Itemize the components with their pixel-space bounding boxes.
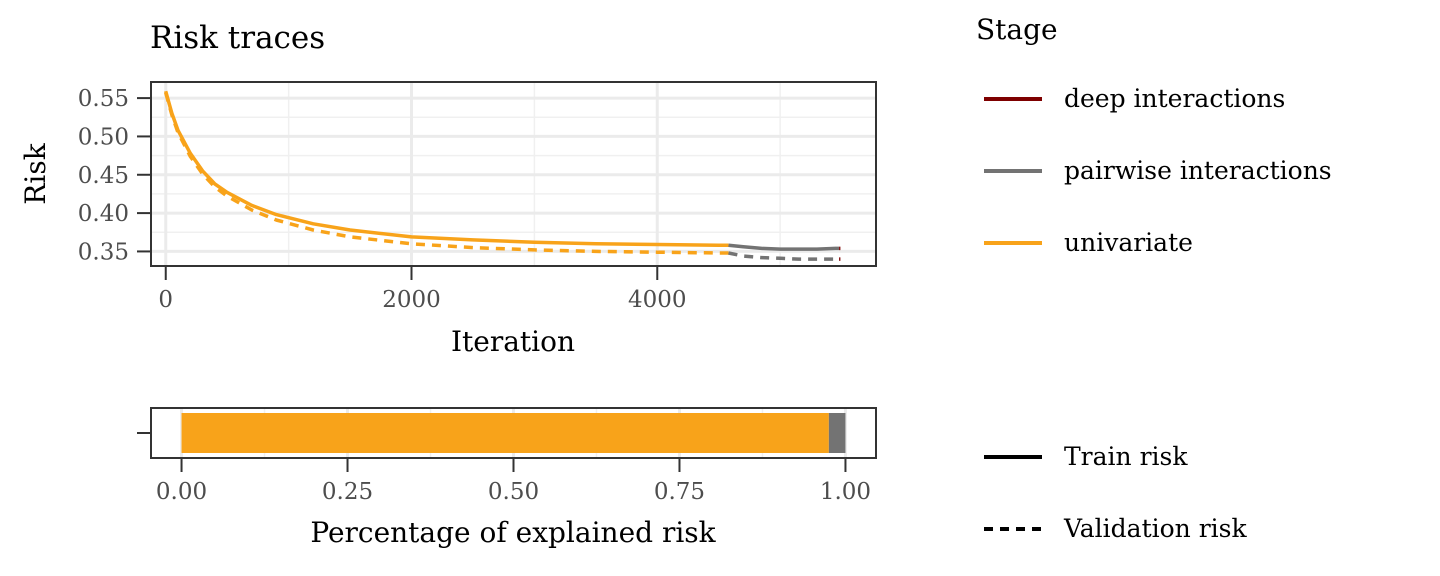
legend-title: Stage — [976, 13, 1058, 46]
legend-label: Train risk — [1064, 442, 1188, 471]
bar-x-tick-label: 0.25 — [322, 479, 373, 505]
x-axis-title: Iteration — [451, 325, 575, 358]
bar-segment-univariate — [181, 413, 829, 453]
chart-title: Risk traces — [150, 20, 325, 56]
bar-x-tick-label: 0.50 — [488, 479, 539, 505]
x-tick-label: 4000 — [628, 287, 687, 313]
line-pairwise-interactions-train-risk — [728, 243, 840, 251]
line-univariate-validation-risk — [164, 92, 729, 255]
bar-x-axis: 0.00 0.25 0.50 0.75 1.00 — [156, 458, 871, 505]
explained-risk-panel: 0.00 0.25 0.50 0.75 1.00 Percentage of expla… — [137, 407, 877, 549]
bar-segment-pairwise-interactions — [828, 413, 846, 453]
series-lines — [164, 90, 841, 261]
legend-stage-items: deep interactions pairwise interactions un… — [984, 84, 1332, 257]
legend-label: Validation risk — [1063, 514, 1247, 543]
y-axis: 0.35 0.40 0.45 0.50 0.55 — [78, 86, 151, 265]
bar-segments — [181, 413, 846, 453]
y-tick-label: 0.35 — [78, 239, 129, 265]
y-tick-label: 0.40 — [78, 201, 129, 227]
bar-x-tick-label: 0.75 — [654, 479, 705, 505]
x-tick-label: 0 — [158, 287, 173, 313]
legend-label: deep interactions — [1064, 84, 1285, 113]
y-axis-title: Risk — [19, 142, 52, 204]
y-tick-label: 0.45 — [78, 163, 129, 189]
bar-x-axis-title: Percentage of explained risk — [310, 516, 716, 549]
line-univariate-train-risk — [164, 90, 729, 248]
x-tick-label: 2000 — [382, 287, 441, 313]
y-tick-label: 0.50 — [78, 124, 129, 150]
bar-x-tick-label: 1.00 — [820, 479, 871, 505]
bar-x-tick-label: 0.00 — [156, 479, 207, 505]
risk-traces-panel: Risk traces 0.35 0.40 0.45 0.50 0.55 0 2000 40… — [19, 20, 877, 358]
legend-label: pairwise interactions — [1064, 156, 1332, 185]
x-axis: 0 2000 4000 — [158, 266, 687, 313]
gridlines — [151, 82, 876, 266]
y-tick-label: 0.55 — [78, 86, 129, 112]
legend: Stage deep interactions pairwise interact… — [976, 13, 1332, 543]
legend-label: univariate — [1064, 228, 1193, 257]
legend-linetype-items: Train risk Validation risk — [984, 442, 1247, 543]
line-pairwise-interactions-validation-risk — [728, 251, 840, 261]
